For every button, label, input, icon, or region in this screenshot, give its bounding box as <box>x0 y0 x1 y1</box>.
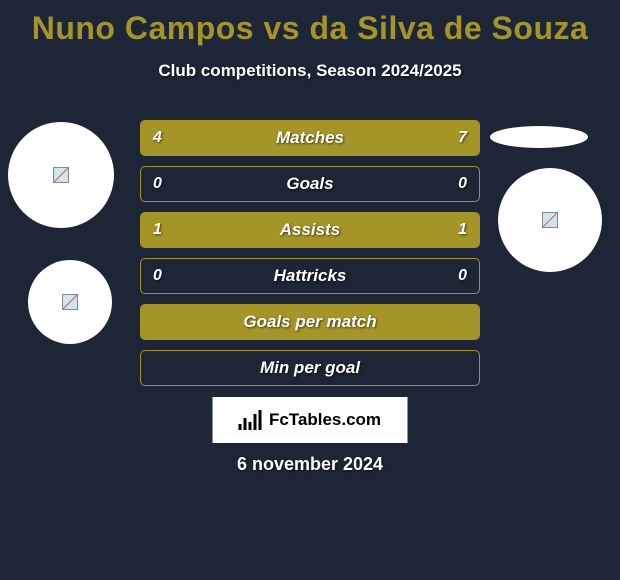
stat-label: Hattricks <box>141 266 479 286</box>
stat-label: Goals per match <box>141 312 479 332</box>
page-title: Nuno Campos vs da Silva de Souza <box>0 0 620 47</box>
stat-row: 00Hattricks <box>140 258 480 294</box>
stat-row: Min per goal <box>140 350 480 386</box>
date-text: 6 november 2024 <box>0 454 620 475</box>
stat-row: 47Matches <box>140 120 480 156</box>
stat-row: 00Goals <box>140 166 480 202</box>
stat-row: Goals per match <box>140 304 480 340</box>
stat-label: Goals <box>141 174 479 194</box>
fctables-badge: FcTables.com <box>213 397 408 443</box>
avatar-left_main <box>8 122 114 228</box>
brand-text: FcTables.com <box>269 410 381 430</box>
broken-image-icon <box>62 294 78 310</box>
bars-icon <box>239 410 263 430</box>
avatar-right_main <box>498 168 602 272</box>
avatar-left_small <box>28 260 112 344</box>
avatar-right_flat <box>490 126 588 148</box>
stat-label: Min per goal <box>141 358 479 378</box>
broken-image-icon <box>53 167 69 183</box>
broken-image-icon <box>542 212 558 228</box>
subtitle: Club competitions, Season 2024/2025 <box>0 61 620 81</box>
stat-label: Matches <box>141 128 479 148</box>
stats-table: 47Matches 00Goals 11Assists 00Hattricks Goal… <box>140 120 480 396</box>
stat-label: Assists <box>141 220 479 240</box>
stat-row: 11Assists <box>140 212 480 248</box>
